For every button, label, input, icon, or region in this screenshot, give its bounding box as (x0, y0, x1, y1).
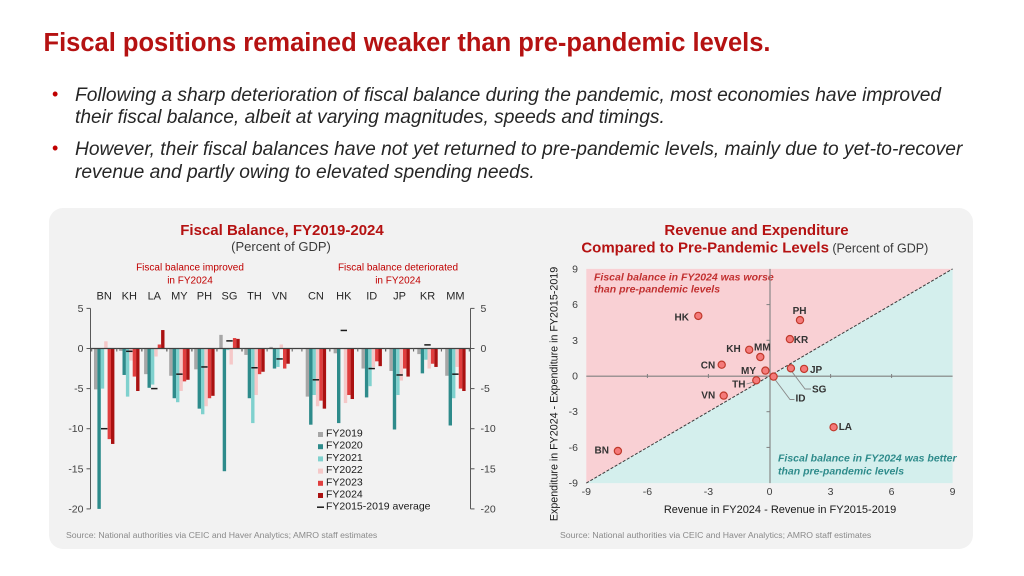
svg-text:KH: KH (122, 291, 137, 303)
svg-text:Fiscal balance in FY2024 was b: Fiscal balance in FY2024 was better (778, 453, 957, 465)
svg-text:JP: JP (810, 365, 823, 376)
svg-text:Compared to Pre-Pandemic Level: Compared to Pre-Pandemic Levels (Percent… (581, 239, 928, 256)
svg-text:MY: MY (171, 291, 188, 303)
svg-text:PH: PH (793, 306, 807, 317)
svg-text:-6: -6 (569, 442, 578, 454)
svg-text:Revenue in FY2024 - Revenue in: Revenue in FY2024 - Revenue in FY2015-20… (664, 504, 896, 516)
svg-text:HK: HK (336, 291, 352, 303)
svg-text:0: 0 (481, 343, 487, 355)
svg-text:-6: -6 (643, 486, 652, 498)
svg-text:TH: TH (732, 380, 745, 391)
svg-text:Expenditure in FY2024 - Expend: Expenditure in FY2024 - Expenditure in F… (549, 267, 561, 521)
svg-text:-5: -5 (481, 383, 490, 395)
svg-text:in FY2024: in FY2024 (375, 276, 421, 287)
svg-text:HK: HK (675, 313, 690, 324)
svg-text:-15: -15 (68, 463, 83, 475)
svg-text:LA: LA (839, 422, 852, 433)
svg-text:FY2022: FY2022 (326, 464, 363, 476)
svg-text:BN: BN (97, 291, 112, 303)
svg-text:-3: -3 (704, 486, 713, 498)
svg-text:Fiscal balance improved: Fiscal balance improved (136, 263, 244, 274)
svg-text:Source: National authorities v: Source: National authorities via CEIC an… (66, 530, 378, 540)
svg-text:FY2023: FY2023 (326, 476, 363, 488)
svg-text:FY2024: FY2024 (326, 489, 363, 501)
svg-text:Fiscal Balance, FY2019-2024: Fiscal Balance, FY2019-2024 (180, 222, 384, 239)
svg-text:-10: -10 (68, 423, 83, 435)
svg-text:0: 0 (78, 343, 84, 355)
svg-text:6: 6 (572, 299, 578, 311)
svg-text:-5: -5 (74, 383, 83, 395)
svg-text:ID: ID (796, 394, 806, 405)
svg-text:FY2020: FY2020 (326, 440, 363, 452)
svg-text:5: 5 (78, 303, 84, 315)
svg-text:5: 5 (481, 303, 487, 315)
svg-text:KR: KR (420, 291, 435, 303)
svg-text:-9: -9 (569, 478, 578, 490)
svg-text:-3: -3 (569, 406, 578, 418)
svg-text:JP: JP (393, 291, 406, 303)
svg-text:SG: SG (812, 385, 827, 396)
svg-text:-20: -20 (68, 503, 83, 515)
svg-text:MM: MM (754, 342, 771, 353)
svg-text:KH: KH (726, 344, 740, 355)
svg-text:KR: KR (794, 335, 809, 346)
svg-text:9: 9 (572, 263, 578, 275)
svg-text:-9: -9 (582, 486, 591, 498)
svg-text:FY2021: FY2021 (326, 452, 363, 464)
svg-text:BN: BN (595, 446, 609, 457)
svg-text:-15: -15 (481, 463, 496, 475)
svg-text:CN: CN (701, 361, 715, 372)
svg-text:ID: ID (366, 291, 377, 303)
svg-text:SG: SG (222, 291, 238, 303)
svg-text:CN: CN (308, 291, 324, 303)
svg-text:Fiscal balance deteriorated: Fiscal balance deteriorated (338, 263, 458, 274)
svg-text:Source: National authorities v: Source: National authorities via CEIC an… (560, 530, 872, 540)
svg-text:0: 0 (767, 486, 773, 498)
svg-text:9: 9 (950, 486, 956, 498)
svg-text:6: 6 (889, 486, 895, 498)
svg-text:Fiscal balance in FY2024 was w: Fiscal balance in FY2024 was worse (594, 272, 774, 284)
svg-text:Revenue and Expenditure: Revenue and Expenditure (664, 222, 848, 239)
svg-text:FY2015-2019 average: FY2015-2019 average (326, 501, 431, 513)
svg-text:3: 3 (572, 335, 578, 347)
svg-text:VN: VN (272, 291, 287, 303)
svg-text:than pre-pandemic levels: than pre-pandemic levels (594, 284, 720, 296)
svg-text:VN: VN (701, 390, 715, 401)
svg-text:TH: TH (247, 291, 262, 303)
svg-text:(Percent of GDP): (Percent of GDP) (231, 239, 331, 254)
svg-text:FY2019: FY2019 (326, 428, 363, 440)
svg-text:0: 0 (572, 371, 578, 383)
svg-text:PH: PH (197, 291, 212, 303)
svg-text:-20: -20 (481, 503, 496, 515)
svg-text:MM: MM (446, 291, 464, 303)
svg-text:LA: LA (148, 291, 162, 303)
svg-text:than pre-pandemic levels: than pre-pandemic levels (778, 466, 904, 478)
svg-text:-10: -10 (481, 423, 496, 435)
svg-text:in FY2024: in FY2024 (167, 276, 213, 287)
svg-text:3: 3 (828, 486, 834, 498)
svg-text:MY: MY (741, 366, 756, 377)
